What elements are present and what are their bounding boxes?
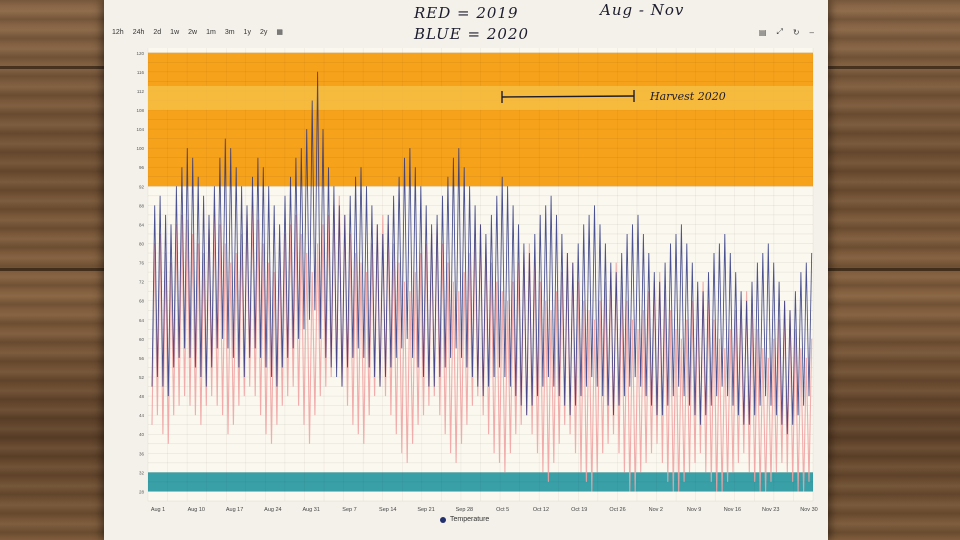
- x-tick-label: Aug 17: [226, 507, 243, 513]
- band-high: [148, 52, 813, 187]
- y-tick-label: 100: [136, 146, 144, 151]
- range-button-1m[interactable]: 1m: [206, 28, 216, 36]
- expand-icon[interactable]: ⤢: [776, 27, 783, 36]
- x-tick-label: Oct 26: [609, 507, 625, 513]
- series-line-blue-2020: [151, 71, 813, 435]
- x-tick-label: Sep 7: [342, 507, 356, 513]
- x-tick-label: Aug 10: [188, 507, 205, 513]
- band-low: [148, 472, 813, 492]
- y-tick-label: 28: [139, 489, 145, 494]
- y-tick-label: 76: [139, 261, 145, 266]
- range-button-1y[interactable]: 1y: [243, 28, 251, 36]
- y-tick-label: 52: [139, 375, 145, 380]
- legend-dot: [440, 516, 446, 523]
- x-tick-label: Sep 28: [456, 507, 473, 513]
- y-tick-label: 72: [139, 280, 145, 285]
- y-tick-label: 92: [139, 184, 145, 189]
- y-tick-label: 40: [139, 432, 145, 437]
- y-tick-label: 112: [137, 89, 145, 94]
- y-tick-label: 60: [139, 337, 145, 342]
- y-axis-ticks: 28 32 36 40 44 48 52 56 60 64 68 72 76 80 84 88 92 96 100 1…: [136, 51, 144, 495]
- annotation-blue-2020: BLUE = 2020: [414, 25, 530, 43]
- annotation-red-2019: RED = 2019: [414, 4, 519, 22]
- chart-legend[interactable]: Temperature: [440, 516, 489, 523]
- x-tick-label: Nov 23: [762, 507, 779, 513]
- table-icon[interactable]: ▤: [758, 27, 767, 37]
- y-tick-label: 48: [139, 394, 145, 399]
- harvest-band: [148, 86, 813, 110]
- y-tick-label: 116: [137, 70, 145, 75]
- x-tick-label: Nov 30: [800, 507, 817, 513]
- x-tick-label: Oct 5: [496, 507, 509, 513]
- range-button-2y[interactable]: 2y: [259, 28, 268, 36]
- y-tick-label: 120: [136, 51, 144, 56]
- series-lines: [151, 71, 813, 492]
- y-tick-label: 108: [136, 108, 144, 113]
- x-tick-label: Aug 31: [302, 507, 319, 513]
- x-tick-label: Nov 9: [687, 507, 701, 513]
- x-tick-label: Aug 1: [151, 507, 165, 513]
- minimize-icon[interactable]: –: [809, 27, 814, 37]
- y-tick-label: 44: [139, 413, 145, 418]
- calendar-icon[interactable]: ▦: [276, 29, 283, 36]
- y-tick-label: 32: [139, 470, 145, 475]
- x-tick-label: Nov 16: [724, 507, 741, 513]
- x-tick-label: Nov 2: [649, 507, 663, 513]
- x-tick-label: Sep 14: [379, 507, 396, 513]
- y-tick-label: 84: [139, 222, 145, 227]
- y-tick-label: 36: [139, 451, 145, 456]
- x-axis-ticks: Aug 1 Aug 10 Aug 17 Aug 24 Aug 31 Sep 7 Sep 14…: [151, 507, 818, 513]
- range-button-2w[interactable]: 2w: [188, 28, 198, 36]
- harvest-annotation: Harvest 2020: [148, 86, 813, 110]
- y-tick-label: 64: [139, 318, 145, 323]
- x-tick-label: Sep 21: [417, 507, 434, 513]
- range-button-3m[interactable]: 3m: [224, 28, 235, 36]
- harvest-label: Harvest 2020: [649, 90, 726, 103]
- time-range-toolbar: 12h 24h 2d 1w 2w 1m 3m 1y 2y ▦ ▤ ⤢ ↻ –: [112, 25, 818, 39]
- y-tick-label: 80: [139, 242, 145, 247]
- refresh-icon[interactable]: ↻: [792, 27, 800, 37]
- legend-label-temperature: Temperature: [450, 516, 490, 523]
- harvest-bracket-line: [501, 95, 635, 98]
- x-tick-label: Aug 24: [264, 507, 281, 513]
- y-tick-label: 88: [139, 203, 145, 208]
- x-tick-label: Oct 12: [533, 507, 549, 513]
- range-button-12h[interactable]: 12h: [112, 28, 124, 36]
- range-button-1w[interactable]: 1w: [170, 28, 180, 36]
- y-tick-label: 104: [136, 127, 144, 132]
- y-tick-label: 96: [139, 165, 145, 170]
- annotation-period: Aug - Nov: [600, 1, 685, 19]
- range-button-24h[interactable]: 24h: [132, 28, 145, 36]
- y-tick-label: 56: [139, 356, 145, 361]
- range-button-2d[interactable]: 2d: [153, 28, 162, 36]
- x-tick-label: Oct 19: [571, 507, 587, 513]
- y-tick-label: 68: [139, 299, 145, 304]
